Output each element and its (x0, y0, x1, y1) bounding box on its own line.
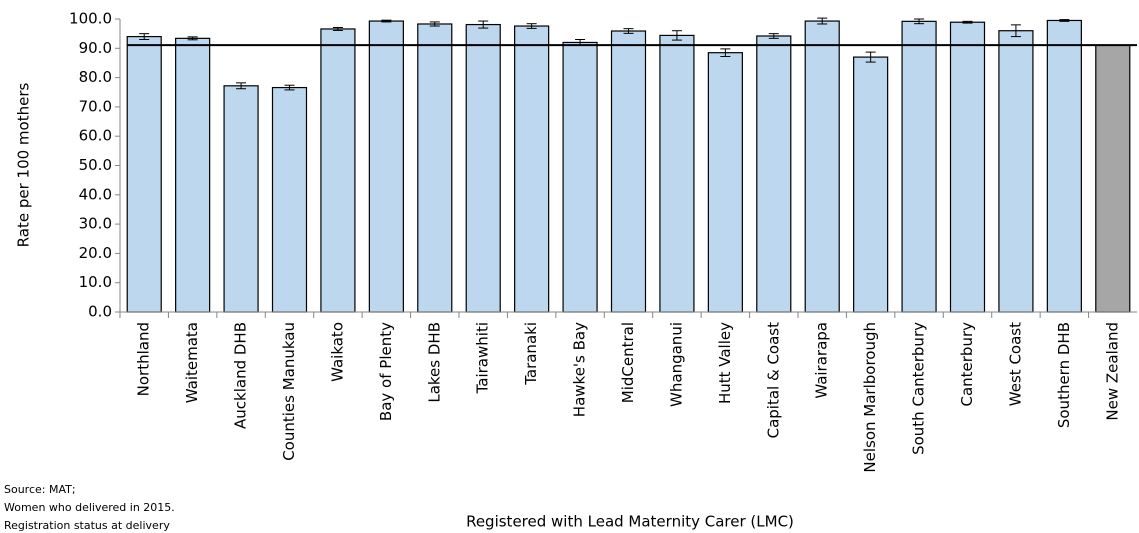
bar (756, 35, 792, 313)
bar (1095, 44, 1131, 313)
y-tick-label: 70.0 (79, 97, 112, 115)
bar (1046, 19, 1082, 313)
x-tick-label: Auckland DHB (232, 322, 250, 429)
y-tick-label: 40.0 (79, 185, 112, 203)
y-tick-label: 30.0 (79, 215, 112, 233)
x-tick-label: Counties Manukau (280, 322, 298, 461)
y-tick-label: 80.0 (79, 68, 112, 86)
y-tick-label: 100.0 (69, 10, 112, 28)
y-tick-label: 90.0 (79, 39, 112, 57)
y-axis-label: Rate per 100 mothers (15, 83, 33, 248)
bar (175, 37, 211, 313)
x-tick-label: New Zealand (1103, 322, 1121, 421)
x-tick-label: Tairawhiti (474, 322, 492, 394)
x-tick-label: Waikato (328, 322, 346, 382)
bar (949, 21, 986, 313)
bar (804, 20, 840, 313)
x-tick-label: Hawke's Bay (571, 322, 589, 417)
x-tick-label: Canterbury (958, 322, 976, 407)
x-tick-label: West Coast (1006, 322, 1024, 406)
x-tick-label: Capital & Coast (764, 322, 782, 438)
bar (853, 56, 889, 313)
bar (223, 85, 259, 313)
bar (514, 25, 550, 313)
x-tick-label: Hutt Valley (716, 322, 734, 404)
y-tick-label: 20.0 (79, 244, 112, 262)
bar (659, 34, 695, 313)
x-tick-label: Whanganui (667, 322, 685, 407)
x-tick-label: Lakes DHB (425, 322, 443, 403)
bar (707, 52, 743, 313)
bar (465, 23, 501, 313)
y-tick-label: 10.0 (79, 273, 112, 291)
note: Registration status at delivery (4, 519, 170, 532)
bar (126, 35, 162, 313)
y-tick-label: 50.0 (79, 156, 112, 174)
note: Women who delivered in 2015. (4, 501, 175, 514)
note: Source: MAT; (4, 483, 76, 496)
x-tick-label: Nelson Marlborough (861, 322, 879, 473)
x-tick-label: MidCentral (619, 322, 637, 403)
x-tick-label: Northland (135, 322, 153, 396)
x-tick-label: Taranaki (522, 322, 540, 386)
bar (368, 20, 404, 313)
x-axis-label: Registered with Lead Maternity Carer (LM… (466, 513, 794, 531)
x-tick-label: Waitemata (183, 322, 201, 403)
y-tick-label: 0.0 (88, 303, 112, 321)
bar (562, 41, 598, 313)
x-tick-label: Southern DHB (1055, 322, 1073, 428)
x-tick-label: South Canterbury (910, 322, 928, 455)
x-tick-label: Wairarapa (813, 322, 831, 399)
bar (901, 20, 937, 313)
bar (320, 28, 356, 313)
bar (998, 30, 1034, 313)
bar (271, 86, 308, 313)
y-tick-label: 60.0 (79, 127, 112, 145)
bar (610, 30, 647, 313)
bar (417, 23, 453, 313)
x-tick-label: Bay of Plenty (377, 322, 395, 421)
